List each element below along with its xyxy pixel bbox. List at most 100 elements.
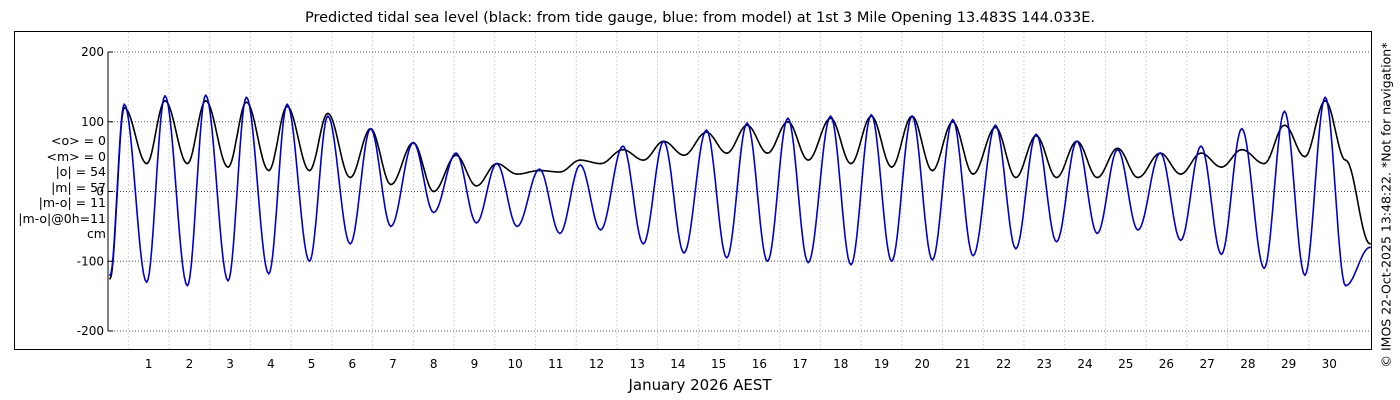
data-point-tide-gauge: [349, 176, 352, 179]
copyright-stamp-text: © IMOS 22-Oct-2025 13:48:22. *Not for na…: [1378, 42, 1394, 368]
data-point-model: [1283, 110, 1286, 113]
data-point-model: [786, 117, 789, 120]
data-point-tide-gauge: [475, 185, 478, 187]
data-point-model: [1159, 152, 1162, 155]
data-point-tide-gauge: [227, 166, 229, 168]
stat-mean-model: <m> = 0: [46, 148, 107, 164]
grid-layer: [108, 32, 1370, 349]
x-tick-label: 24: [1077, 357, 1092, 371]
series-line-model: [109, 94, 1371, 287]
x-tick-label: 7: [389, 357, 397, 371]
data-point-model: [538, 168, 541, 171]
data-point-tide-gauge: [145, 162, 148, 165]
copyright-stamp: © IMOS 22-Oct-2025 13:48:22. *Not for na…: [1375, 30, 1397, 380]
x-tick-label: 12: [589, 357, 604, 371]
data-point-tide-gauge: [164, 99, 166, 102]
data-point-model: [308, 260, 311, 263]
data-point-model: [109, 274, 111, 277]
data-point-tide-gauge: [1220, 166, 1223, 168]
data-point-model: [186, 284, 189, 287]
data-point-model: [390, 225, 392, 228]
data-point-model: [683, 251, 685, 254]
x-tick-label: 16: [752, 357, 767, 371]
stat-abs-model: |m| = 57: [51, 179, 106, 195]
x-tick-label: 6: [348, 357, 356, 371]
data-point-tide-gauge: [890, 166, 893, 168]
data-point-tide-gauge: [807, 159, 810, 162]
x-tick-label: 30: [1322, 357, 1337, 371]
data-point-model: [994, 124, 997, 127]
x-tick-label: 19: [874, 357, 889, 371]
data-point-tide-gauge: [972, 173, 974, 175]
data-point-model: [911, 115, 913, 118]
stats-panel: <o> = 0 <m> = 0 |o| = 54 |m| = 57 |m-o| …: [14, 133, 106, 242]
data-point-tide-gauge: [326, 112, 329, 115]
data-point-model: [662, 140, 665, 143]
data-point-model: [204, 94, 207, 97]
data-point-model: [1344, 284, 1347, 287]
chart-title: Predicted tidal sea level (black: from t…: [304, 10, 1096, 26]
data-point-model: [931, 258, 934, 261]
x-tick-label: 8: [430, 357, 438, 371]
data-point-model: [622, 145, 624, 148]
stat-abs-diff: |m-o| = 11: [38, 195, 106, 210]
data-point-model: [705, 129, 708, 132]
x-tick-label: 9: [471, 357, 479, 371]
x-tick-label: 21: [955, 357, 970, 371]
data-point-model: [227, 279, 229, 282]
data-point-tide-gauge: [766, 152, 769, 155]
data-point-model: [972, 254, 974, 257]
series-layer: [109, 94, 1371, 287]
data-point-model: [1035, 133, 1038, 136]
data-point-tide-gauge: [599, 162, 602, 165]
stat-unit: cm: [86, 226, 106, 241]
data-point-model: [1200, 145, 1202, 148]
data-point-model: [432, 211, 435, 214]
x-tick-label: 5: [308, 357, 316, 371]
data-point-model: [642, 242, 645, 245]
y-tick-label: 100: [81, 115, 104, 129]
data-point-model: [164, 95, 166, 97]
data-point-tide-gauge: [558, 171, 561, 173]
x-tick-label: 4: [267, 357, 275, 371]
data-point-model: [1116, 148, 1119, 151]
data-point-model: [145, 281, 148, 284]
x-axis-label: January 2026 AEST: [628, 376, 772, 394]
x-tick-label: 15: [711, 357, 726, 371]
x-tick-label: 13: [630, 357, 645, 371]
stat-mean-observed: <o> = 0: [51, 133, 106, 148]
data-point-tide-gauge: [1240, 148, 1243, 151]
stat-abs-diff-0h: |m-o|@0h=11: [18, 210, 106, 226]
data-point-tide-gauge: [432, 190, 435, 193]
axis-layer: 1 2 3 4 5 6 7 8 9 10 11 12 13 14 15 16 17 18 19 20 21 22 23 24 2…: [77, 45, 1337, 371]
x-tick-label: 18: [833, 357, 848, 371]
x-tick-label: 14: [670, 357, 685, 371]
data-point-tide-gauge: [579, 159, 582, 162]
x-tick-label: 23: [1037, 357, 1052, 371]
data-point-tide-gauge: [850, 162, 852, 165]
x-tick-label: 25: [1118, 357, 1133, 371]
data-point-tide-gauge: [455, 154, 457, 157]
data-point-model: [516, 225, 519, 228]
data-point-tide-gauge: [622, 148, 624, 151]
data-point-model: [1137, 228, 1139, 231]
data-point-model: [1240, 127, 1243, 130]
y-tick-label: 0: [96, 185, 104, 199]
data-point-model: [123, 103, 126, 106]
y-tick-label: -100: [77, 254, 104, 268]
data-point-tide-gauge: [109, 277, 111, 280]
x-tick-label: 27: [1200, 357, 1215, 371]
data-point-model: [579, 164, 582, 166]
data-point-model: [286, 103, 289, 106]
data-point-tide-gauge: [267, 169, 270, 172]
data-point-model: [1055, 240, 1058, 243]
y-tick-label: 200: [81, 45, 104, 59]
data-point-tide-gauge: [725, 152, 728, 155]
plot-frame: [14, 31, 1372, 350]
data-point-tide-gauge: [1369, 242, 1371, 245]
data-point-tide-gauge: [186, 162, 189, 165]
data-point-model: [455, 152, 457, 155]
data-point-tide-gauge: [1303, 155, 1306, 158]
x-tick-label: 22: [996, 357, 1011, 371]
